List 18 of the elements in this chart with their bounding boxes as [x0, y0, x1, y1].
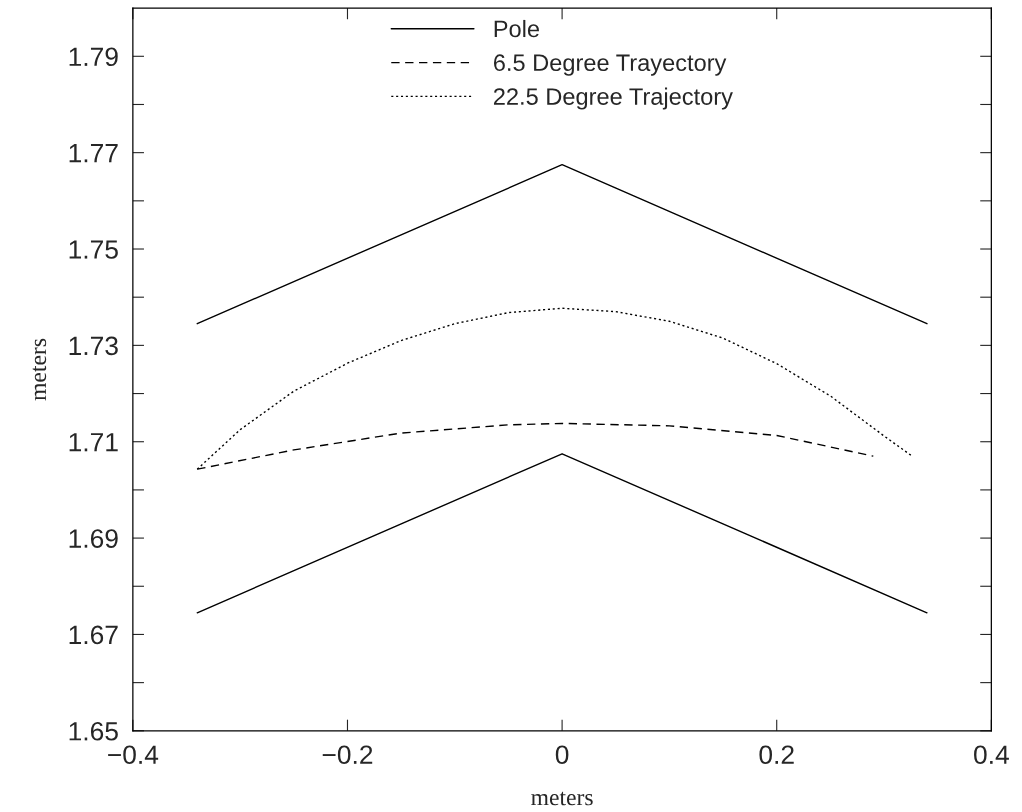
x-tick-label: 0 — [555, 745, 569, 765]
y-tick-label: 1.71 — [69, 433, 118, 452]
x-axis-title: meters — [531, 791, 593, 806]
legend-label: 22.5 Degree Trajectory — [493, 87, 733, 110]
y-axis-title: meters — [32, 338, 47, 401]
y-tick-label: 1.67 — [69, 625, 118, 645]
legend-label: Pole — [494, 19, 539, 38]
y-tick-label: 1.73 — [69, 336, 118, 356]
x-tick-label: −0.4 — [108, 745, 159, 765]
x-tick-label: −0.2 — [322, 745, 373, 765]
legend-label: 6.5 Degree Trayectory — [493, 54, 727, 76]
y-tick-label: 1.79 — [69, 47, 118, 67]
x-tick-label: 0.2 — [759, 745, 794, 765]
y-tick-label: 1.69 — [69, 529, 118, 548]
y-tick-label: 1.75 — [69, 240, 118, 259]
x-tick-label: 0.4 — [974, 745, 1009, 765]
y-tick-label: 1.77 — [69, 144, 118, 163]
y-tick-label: 1.65 — [69, 721, 118, 741]
